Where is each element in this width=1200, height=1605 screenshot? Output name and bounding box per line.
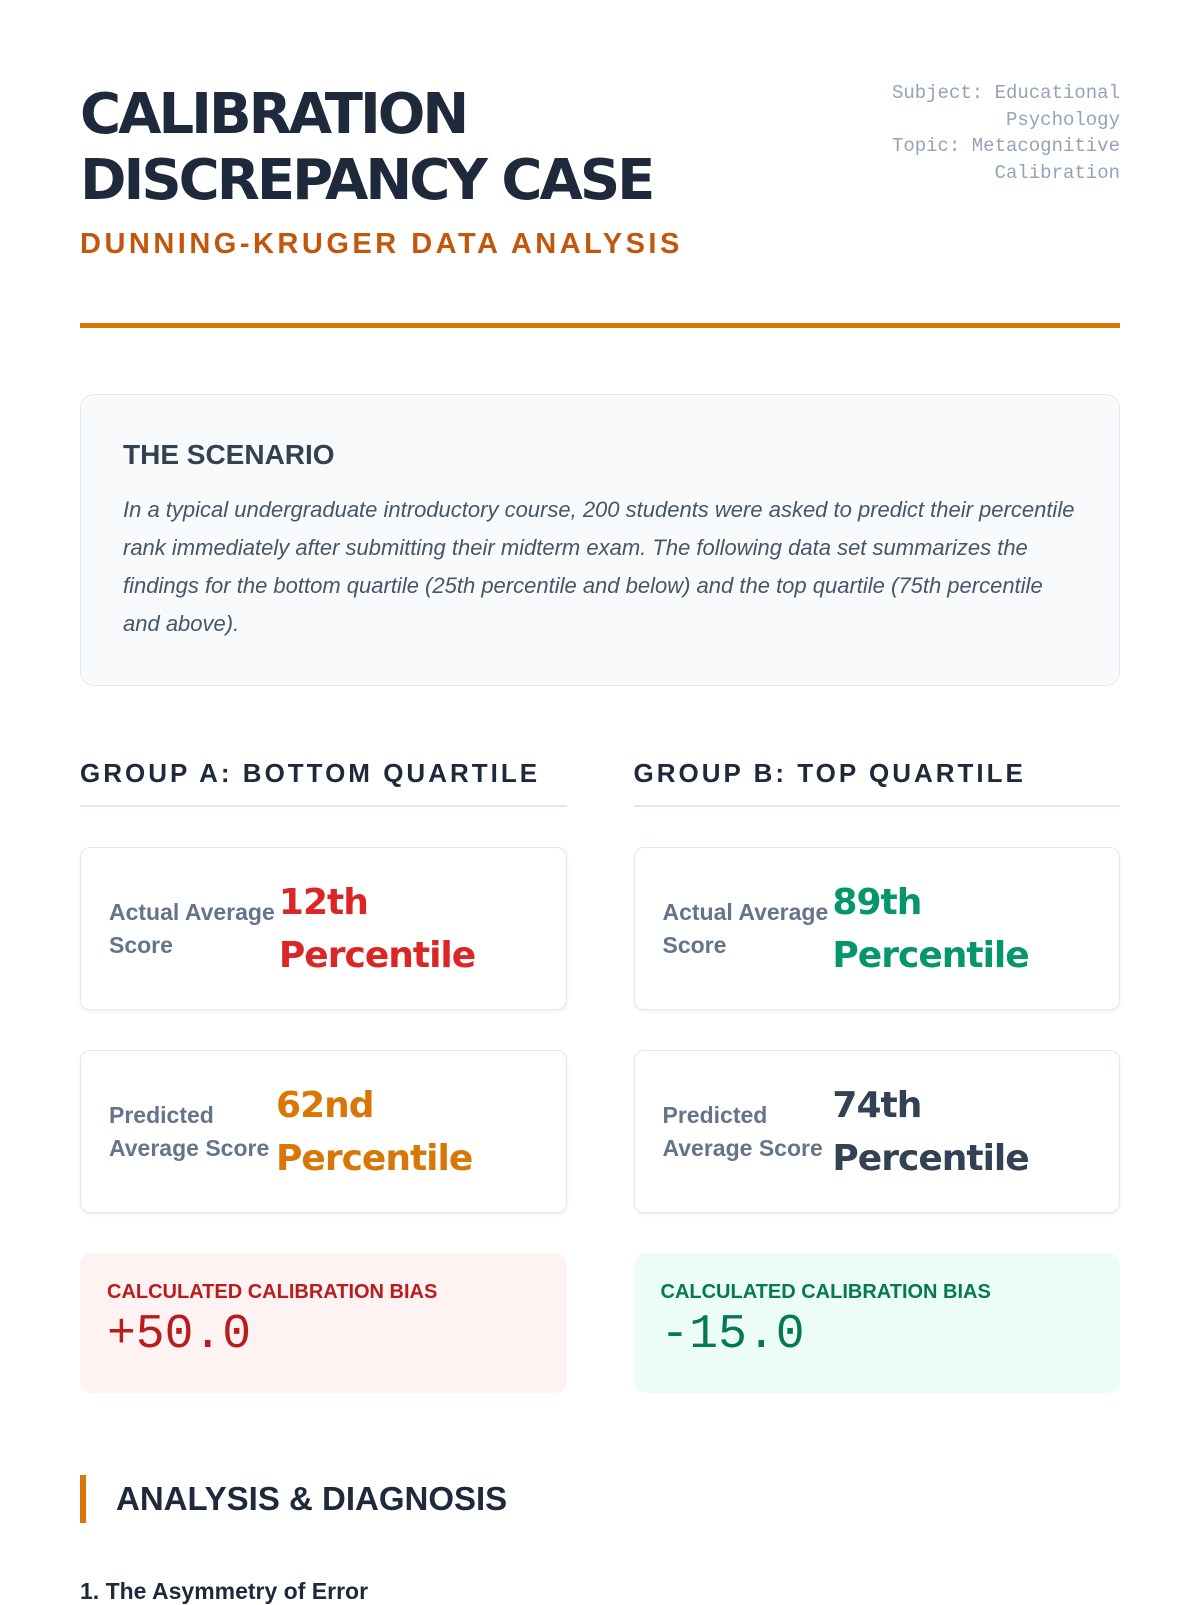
actual-score-label: Actual Average Score — [109, 898, 275, 958]
title-line-2: DISCREPANCY CASE — [80, 148, 655, 213]
group-title: GROUP A: BOTTOM QUARTILE — [80, 758, 567, 807]
calibration-bias-box: CALCULATED CALIBRATION BIAS +50.0 — [80, 1253, 567, 1393]
scenario-title: THE SCENARIO — [123, 439, 335, 470]
group-b: GROUP B: TOP QUARTILE Actual Average Sco… — [633, 758, 1120, 1393]
analysis-heading: ANALYSIS & DIAGNOSIS — [80, 1475, 1120, 1523]
predicted-score-card: Predicted Average Score 62nd Percentile — [80, 1050, 567, 1213]
predicted-score-value: 62nd Percentile — [276, 1084, 473, 1179]
bias-label: CALCULATED CALIBRATION BIAS — [107, 1281, 438, 1303]
predicted-score-card: Predicted Average Score 74th Percentile — [633, 1050, 1120, 1213]
meta-info: Subject: Educational Psychology Topic: M… — [860, 80, 1120, 261]
actual-score-card: Actual Average Score 12th Percentile — [80, 847, 567, 1010]
actual-score-value: 89th Percentile — [832, 881, 1029, 976]
groups: GROUP A: BOTTOM QUARTILE Actual Average … — [80, 758, 1120, 1393]
actual-score-value: 12th Percentile — [278, 881, 476, 976]
actual-score-card: Actual Average Score 89th Percentile — [633, 847, 1120, 1010]
predicted-score-label: Predicted Average Score — [662, 1101, 823, 1161]
page-subtitle: DUNNING-KRUGER DATA ANALYSIS — [80, 228, 683, 260]
scenario-box: THE SCENARIO In a typical undergraduate … — [80, 394, 1120, 686]
actual-score-label: Actual Average Score — [662, 898, 829, 958]
predicted-score-label: Predicted Average Score — [109, 1101, 270, 1161]
header-divider — [80, 323, 1120, 328]
group-a: GROUP A: BOTTOM QUARTILE Actual Average … — [80, 758, 567, 1393]
group-title: GROUP B: TOP QUARTILE — [633, 758, 1120, 807]
predicted-score-value: 74th Percentile — [832, 1084, 1029, 1179]
subject-label: Subject: Educational Psychology — [891, 82, 1120, 131]
header: CALIBRATION DISCREPANCY CASE DUNNING-KRUG… — [80, 0, 1120, 261]
scenario-text: In a typical undergraduate introductory … — [123, 497, 1075, 636]
title-line-1: CALIBRATION — [80, 82, 469, 147]
page-title: CALIBRATION DISCREPANCY CASE — [80, 82, 683, 214]
bias-label: CALCULATED CALIBRATION BIAS — [660, 1281, 991, 1303]
bias-value: -15.0 — [660, 1308, 805, 1362]
bias-value: +50.0 — [107, 1308, 252, 1362]
topic-label: Topic: Metacognitive Calibration — [891, 135, 1120, 184]
calibration-bias-box: CALCULATED CALIBRATION BIAS -15.0 — [633, 1253, 1120, 1393]
analysis-subheading: 1. The Asymmetry of Error — [80, 1578, 369, 1604]
